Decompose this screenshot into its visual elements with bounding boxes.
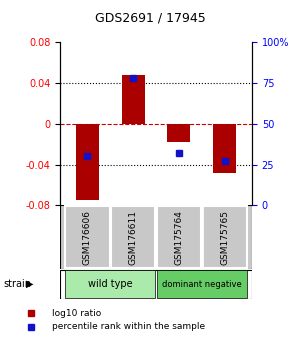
Bar [157,206,201,268]
Text: GSM175764: GSM175764 [174,210,183,265]
Text: GSM176606: GSM176606 [83,210,92,265]
Bar [76,124,99,200]
Bar [65,206,110,268]
Text: wild type: wild type [88,279,133,289]
Bar [157,270,247,298]
Bar [111,206,155,268]
Bar [202,206,247,268]
Text: log10 ratio: log10 ratio [52,309,102,318]
Text: percentile rank within the sample: percentile rank within the sample [52,322,206,331]
Text: dominant negative: dominant negative [162,280,242,289]
Text: ▶: ▶ [26,279,33,289]
Text: GSM175765: GSM175765 [220,210,229,265]
Bar [213,124,236,173]
Bar [167,124,190,142]
Bar [122,75,145,124]
Text: GSM176611: GSM176611 [129,210,138,265]
Text: strain: strain [3,279,31,289]
Bar [65,270,155,298]
Text: GDS2691 / 17945: GDS2691 / 17945 [94,12,206,25]
